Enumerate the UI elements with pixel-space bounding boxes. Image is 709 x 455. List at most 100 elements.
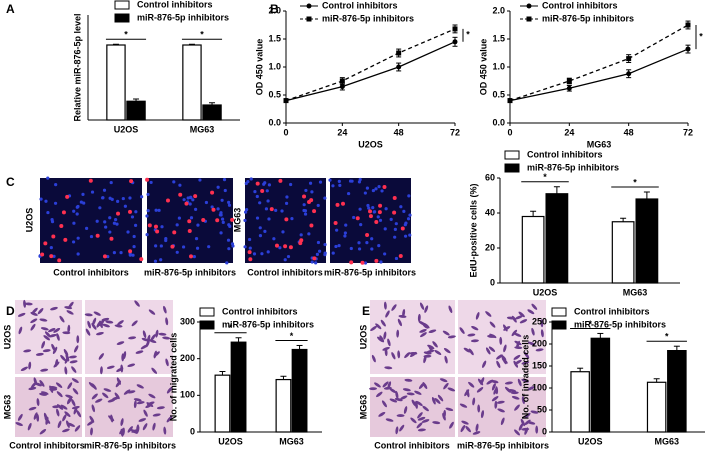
edu-cell <box>49 254 54 259</box>
row-label: U2OS <box>24 208 34 233</box>
nucleus <box>350 179 354 183</box>
cell <box>142 423 148 431</box>
significance: * <box>466 30 470 40</box>
significance: * <box>200 30 204 40</box>
edu-cell <box>392 210 397 215</box>
nucleus <box>358 207 362 211</box>
x-tick-label: 24 <box>564 127 574 137</box>
nucleus <box>204 200 209 205</box>
cell <box>423 355 427 364</box>
marker <box>566 85 572 91</box>
cell <box>404 352 411 359</box>
cell <box>437 394 444 402</box>
nucleus <box>262 182 266 186</box>
nucleus <box>108 216 112 220</box>
cell <box>400 395 408 400</box>
cell <box>152 422 156 431</box>
cell <box>67 382 73 390</box>
nucleus <box>363 261 368 265</box>
nucleus <box>260 252 264 256</box>
bar <box>106 44 126 121</box>
y-tick-label: 200 <box>180 353 195 363</box>
y-tick-label: 1.5 <box>492 33 505 43</box>
edu-cell <box>178 192 183 197</box>
nucleus <box>281 230 285 234</box>
cell <box>399 424 405 432</box>
cell <box>504 381 513 385</box>
nucleus <box>220 217 225 221</box>
nucleus <box>331 251 335 255</box>
edu-cell <box>312 209 317 214</box>
nucleus <box>225 261 229 265</box>
nucleus <box>379 260 383 264</box>
edu-cell <box>51 234 56 239</box>
cell <box>65 394 73 399</box>
cell <box>30 318 38 324</box>
cell <box>464 389 470 397</box>
cell <box>131 320 138 327</box>
x-tick-label: 48 <box>624 127 634 137</box>
cell <box>527 309 535 315</box>
y-tick-label: 0.0 <box>268 117 281 127</box>
nucleus <box>323 242 327 247</box>
legend-label: miR-876-5p inhibitors <box>222 319 314 329</box>
cell <box>24 302 33 306</box>
cell <box>45 416 49 425</box>
image-caption: miR-876-5p inhibitors <box>457 440 549 450</box>
cell <box>116 367 124 373</box>
cell <box>461 420 469 425</box>
series-line <box>509 24 689 102</box>
cell <box>95 398 103 403</box>
nucleus <box>228 224 232 228</box>
cell <box>385 418 394 422</box>
x-tick-label: U2OS <box>578 436 603 446</box>
cell <box>421 419 430 423</box>
panel-label: D <box>6 304 15 318</box>
nucleus <box>307 232 311 236</box>
cell <box>138 418 147 422</box>
legend-swatch <box>551 320 567 330</box>
cell <box>387 338 391 347</box>
cell <box>518 423 524 431</box>
cell <box>44 331 51 338</box>
cell <box>381 400 387 408</box>
significance: * <box>665 332 669 342</box>
cell <box>465 425 471 433</box>
nucleus <box>370 237 374 241</box>
nucleus <box>145 233 149 237</box>
edu-cell <box>299 238 304 243</box>
cell <box>515 315 523 320</box>
cell <box>96 331 104 336</box>
cell <box>489 333 497 339</box>
nucleus <box>310 190 314 194</box>
nucleus <box>101 196 105 200</box>
cell <box>101 317 110 322</box>
cell <box>143 409 148 417</box>
nucleus <box>346 191 351 196</box>
edu-cell <box>187 228 192 233</box>
nucleus <box>132 245 136 249</box>
edu-cell <box>247 250 252 255</box>
nucleus <box>343 234 347 238</box>
cell <box>443 382 449 390</box>
bar <box>646 381 667 433</box>
cell <box>136 424 140 433</box>
cell <box>153 351 160 357</box>
cell <box>443 409 446 418</box>
y-axis-label: OD 450 value <box>254 39 264 96</box>
cell <box>502 324 508 332</box>
cell <box>30 323 36 331</box>
nucleus <box>210 205 214 209</box>
cell <box>136 401 145 405</box>
edu-cell <box>155 229 160 234</box>
cell <box>540 329 544 338</box>
nucleus <box>338 183 342 187</box>
cell <box>42 349 51 353</box>
cell <box>524 419 531 426</box>
nucleus <box>189 216 194 220</box>
cell <box>62 414 67 422</box>
cell <box>426 349 435 353</box>
cell <box>66 310 74 315</box>
nucleus <box>308 181 313 185</box>
